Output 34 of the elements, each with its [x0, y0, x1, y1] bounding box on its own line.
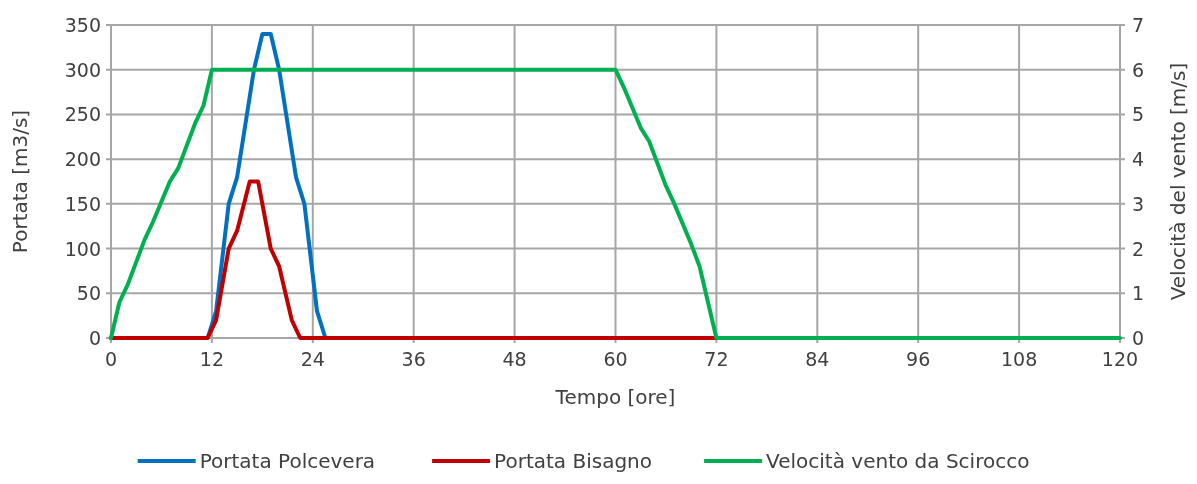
x-tick-label: 84 [805, 348, 830, 370]
x-tick-label: 120 [1101, 348, 1139, 370]
x-tick-label: 36 [401, 348, 426, 370]
x-tick-label: 96 [906, 348, 931, 370]
y-tick-label: 150 [64, 192, 101, 215]
y-tick-label: 0 [88, 327, 101, 349]
y-axis-title: Portata [m3/s] [8, 109, 32, 254]
y2-tick-label: 7 [1132, 14, 1145, 36]
x-tick-label: 60 [603, 348, 628, 370]
legend-label: Portata Bisagno [494, 449, 653, 473]
y2-tick-label: 5 [1132, 103, 1145, 126]
y2-tick-label: 3 [1132, 192, 1145, 215]
x-tick-label: 108 [1000, 348, 1038, 370]
y-tick-label: 300 [64, 58, 101, 81]
y-tick-label: 200 [64, 148, 101, 171]
x-axis-title: Tempo [ore] [554, 385, 676, 409]
y2-tick-label: 0 [1132, 327, 1145, 349]
legend-label: Velocità vento da Scirocco [766, 449, 1030, 473]
legend-label: Portata Polcevera [199, 449, 376, 473]
line-series [109, 67, 1122, 340]
x-tick-label: 24 [300, 348, 325, 370]
x-tick-label: 0 [104, 348, 118, 370]
x-tick-label: 72 [704, 348, 729, 370]
x-tick-label: 12 [199, 348, 224, 370]
y-tick-label: 50 [76, 282, 101, 305]
y2-axis-title: Velocità del vento [m/s] [1166, 62, 1190, 301]
y-tick-label: 100 [64, 237, 101, 260]
y2-tick-label: 4 [1132, 148, 1145, 171]
y-tick-label: 250 [64, 103, 101, 126]
y-tick-label: 350 [64, 14, 101, 36]
x-tick-label: 48 [502, 348, 527, 370]
y2-tick-label: 1 [1132, 282, 1145, 305]
y2-tick-label: 6 [1132, 58, 1145, 81]
y2-tick-label: 2 [1132, 237, 1145, 260]
